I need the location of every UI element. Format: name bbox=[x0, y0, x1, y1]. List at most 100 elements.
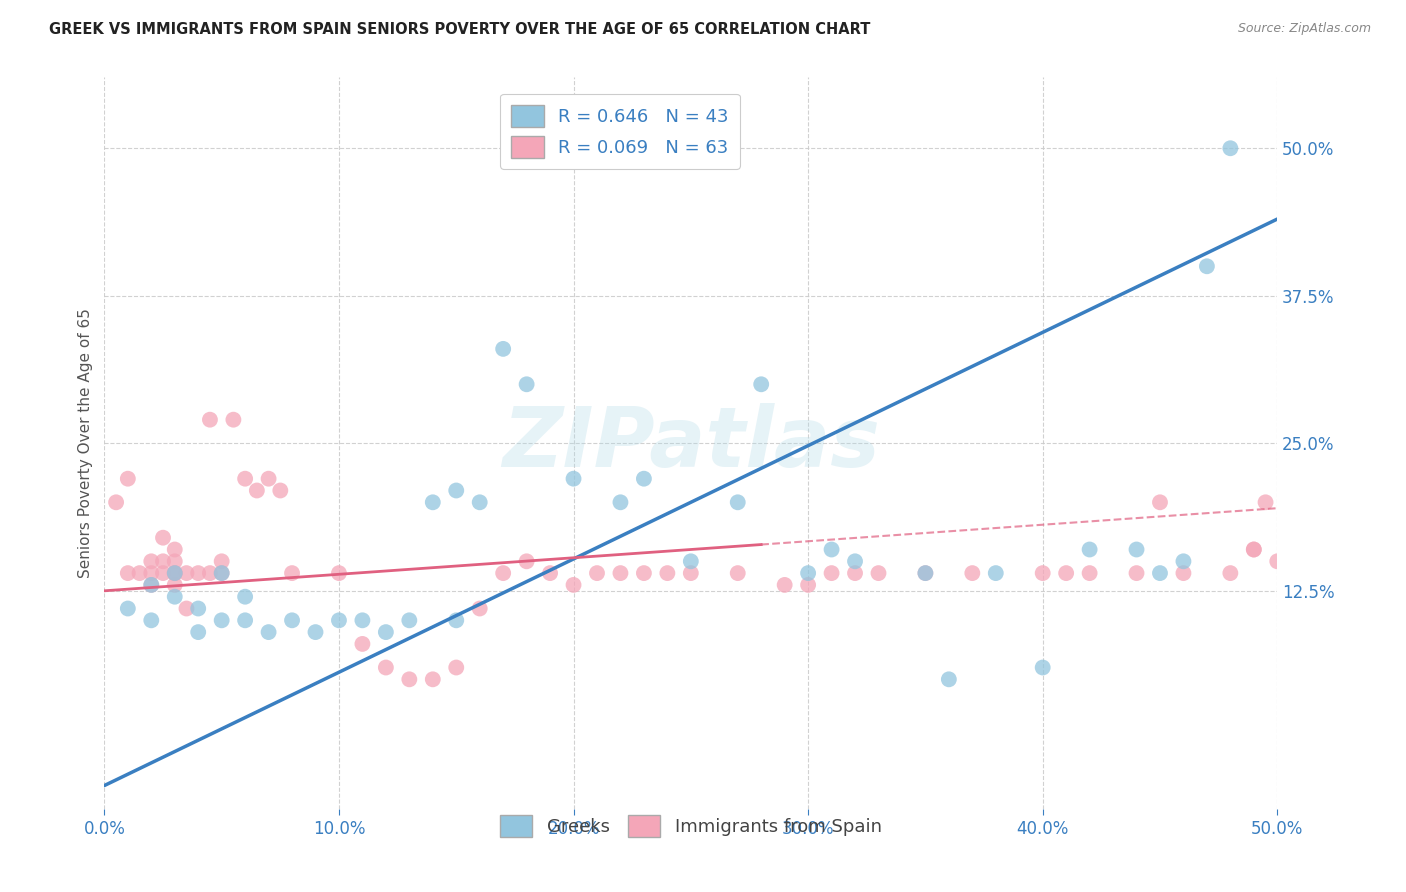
Point bbox=[1149, 566, 1171, 580]
Point bbox=[633, 472, 655, 486]
Text: ZIPatlas: ZIPatlas bbox=[502, 403, 880, 483]
Point bbox=[586, 566, 609, 580]
Point bbox=[1125, 542, 1147, 557]
Text: Source: ZipAtlas.com: Source: ZipAtlas.com bbox=[1237, 22, 1371, 36]
Point bbox=[633, 566, 655, 580]
Point bbox=[446, 483, 468, 498]
Point bbox=[1032, 566, 1054, 580]
Point bbox=[844, 566, 866, 580]
Point bbox=[105, 495, 128, 509]
Point bbox=[562, 472, 585, 486]
Point bbox=[128, 566, 150, 580]
Point bbox=[163, 566, 186, 580]
Point bbox=[211, 554, 233, 568]
Point bbox=[609, 495, 631, 509]
Point bbox=[1173, 566, 1195, 580]
Point bbox=[797, 566, 820, 580]
Point bbox=[304, 625, 326, 640]
Point bbox=[398, 673, 420, 687]
Point bbox=[492, 342, 515, 356]
Point bbox=[1254, 495, 1277, 509]
Point bbox=[446, 660, 468, 674]
Point bbox=[609, 566, 631, 580]
Point bbox=[422, 673, 444, 687]
Point bbox=[914, 566, 936, 580]
Point bbox=[1243, 542, 1265, 557]
Point bbox=[446, 613, 468, 627]
Point bbox=[1078, 566, 1101, 580]
Point bbox=[773, 578, 796, 592]
Point bbox=[1054, 566, 1077, 580]
Point bbox=[163, 542, 186, 557]
Point bbox=[141, 578, 163, 592]
Point bbox=[141, 554, 163, 568]
Point bbox=[117, 472, 139, 486]
Point bbox=[269, 483, 291, 498]
Point bbox=[1243, 542, 1265, 557]
Point bbox=[233, 590, 256, 604]
Point bbox=[187, 625, 209, 640]
Point bbox=[198, 566, 221, 580]
Point bbox=[398, 613, 420, 627]
Point bbox=[422, 495, 444, 509]
Point bbox=[328, 613, 350, 627]
Point bbox=[211, 566, 233, 580]
Point bbox=[141, 566, 163, 580]
Point bbox=[844, 554, 866, 568]
Point bbox=[152, 554, 174, 568]
Point bbox=[468, 495, 491, 509]
Point bbox=[679, 566, 702, 580]
Point bbox=[141, 613, 163, 627]
Point bbox=[374, 625, 396, 640]
Point bbox=[222, 412, 245, 426]
Point bbox=[257, 625, 280, 640]
Point bbox=[281, 566, 304, 580]
Point bbox=[820, 566, 842, 580]
Point bbox=[233, 613, 256, 627]
Point bbox=[1219, 141, 1241, 155]
Point bbox=[868, 566, 890, 580]
Point bbox=[374, 660, 396, 674]
Point bbox=[117, 566, 139, 580]
Point bbox=[117, 601, 139, 615]
Point bbox=[163, 578, 186, 592]
Point bbox=[797, 578, 820, 592]
Point bbox=[163, 554, 186, 568]
Point bbox=[749, 377, 772, 392]
Legend: Greeks, Immigrants from Spain: Greeks, Immigrants from Spain bbox=[492, 807, 889, 844]
Point bbox=[962, 566, 984, 580]
Point bbox=[198, 412, 221, 426]
Point bbox=[163, 566, 186, 580]
Point bbox=[1032, 660, 1054, 674]
Point bbox=[352, 613, 374, 627]
Point bbox=[352, 637, 374, 651]
Point bbox=[820, 542, 842, 557]
Point bbox=[152, 566, 174, 580]
Point bbox=[187, 601, 209, 615]
Point bbox=[176, 566, 198, 580]
Point bbox=[163, 590, 186, 604]
Point bbox=[1078, 542, 1101, 557]
Point bbox=[1149, 495, 1171, 509]
Point bbox=[727, 566, 749, 580]
Point bbox=[187, 566, 209, 580]
Point bbox=[281, 613, 304, 627]
Point bbox=[163, 566, 186, 580]
Point bbox=[211, 566, 233, 580]
Point bbox=[562, 578, 585, 592]
Point bbox=[516, 377, 538, 392]
Point bbox=[246, 483, 269, 498]
Point bbox=[141, 578, 163, 592]
Point bbox=[257, 472, 280, 486]
Point bbox=[1219, 566, 1241, 580]
Point bbox=[914, 566, 936, 580]
Point bbox=[516, 554, 538, 568]
Point bbox=[1195, 260, 1218, 274]
Point bbox=[211, 613, 233, 627]
Point bbox=[1173, 554, 1195, 568]
Point bbox=[1125, 566, 1147, 580]
Point bbox=[984, 566, 1007, 580]
Point bbox=[328, 566, 350, 580]
Text: GREEK VS IMMIGRANTS FROM SPAIN SENIORS POVERTY OVER THE AGE OF 65 CORRELATION CH: GREEK VS IMMIGRANTS FROM SPAIN SENIORS P… bbox=[49, 22, 870, 37]
Point bbox=[233, 472, 256, 486]
